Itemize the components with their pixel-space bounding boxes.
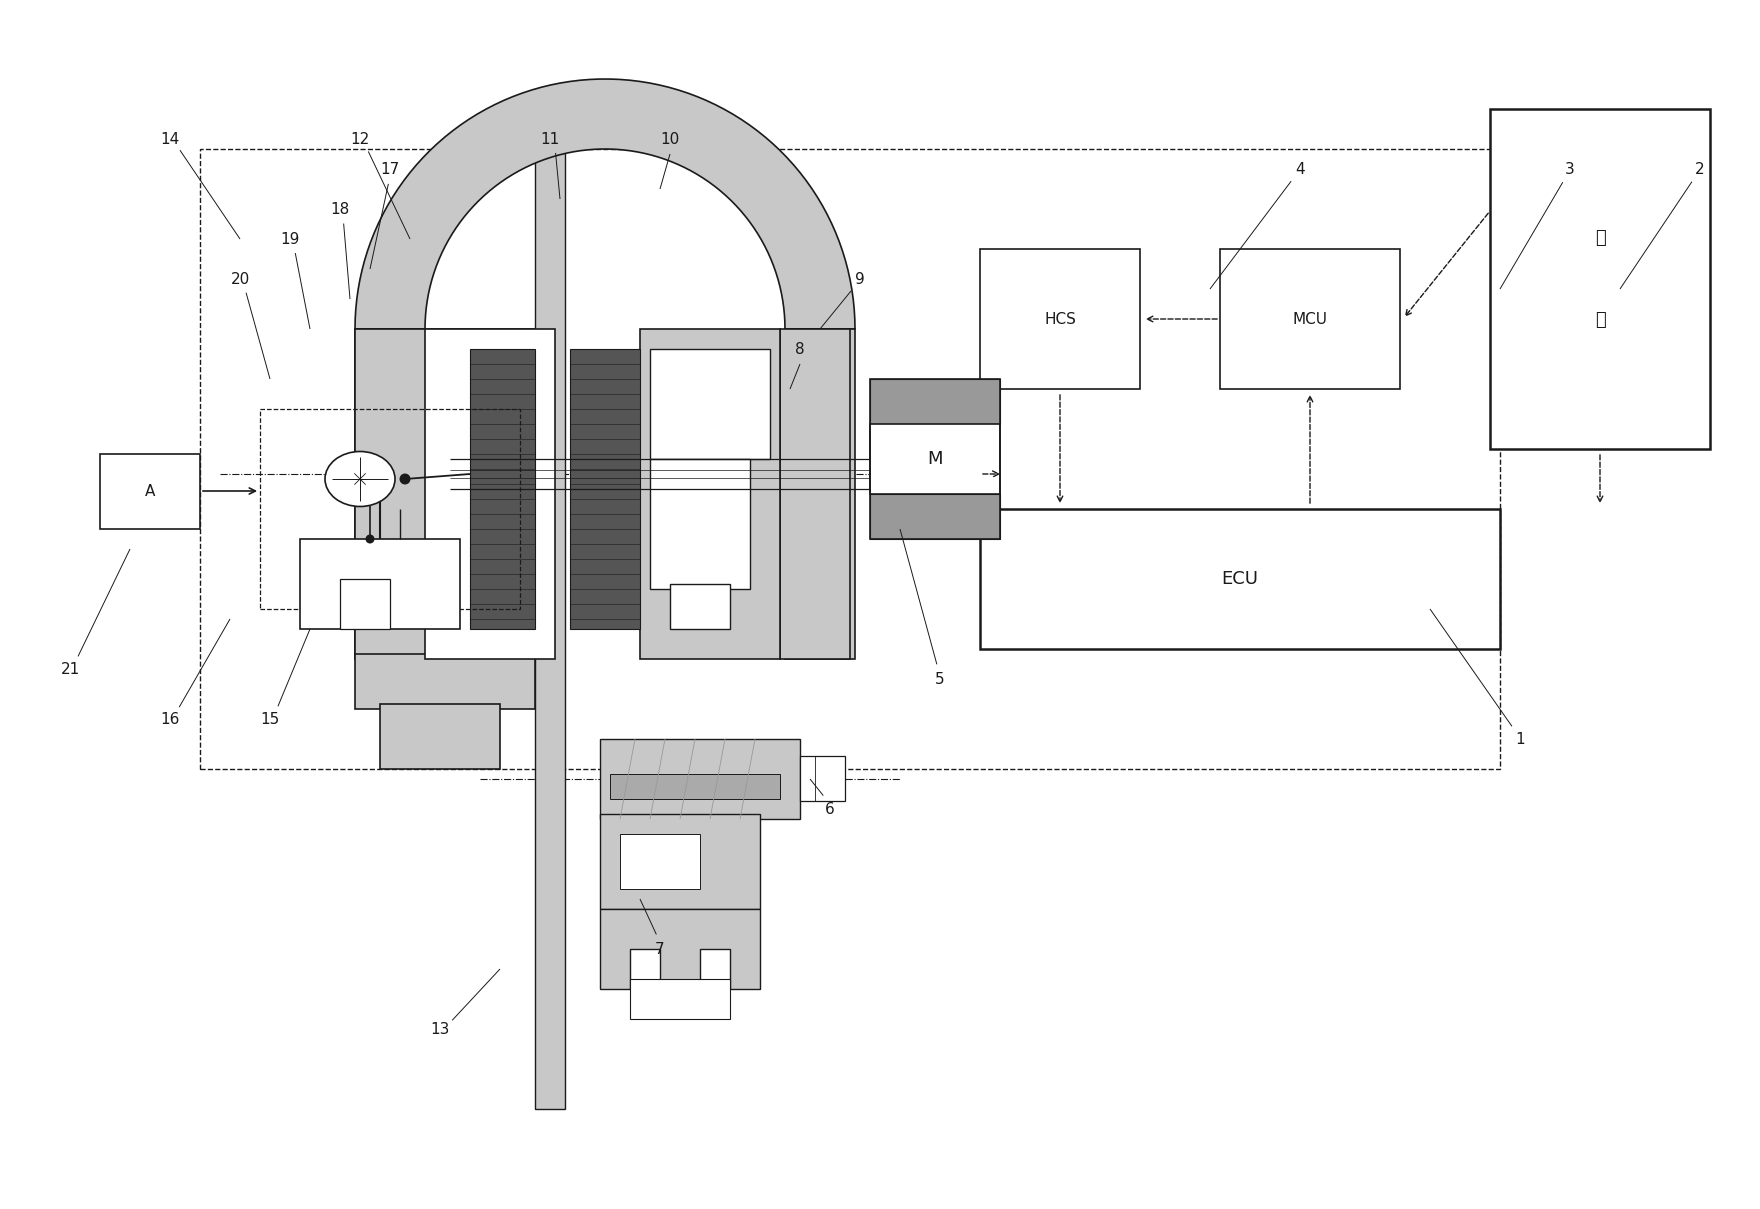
Text: 15: 15 — [260, 712, 280, 727]
Text: 20: 20 — [231, 272, 250, 287]
Bar — [620, 834, 700, 889]
Text: 10: 10 — [660, 132, 679, 146]
Text: 6: 6 — [825, 802, 834, 816]
Bar — [600, 739, 801, 818]
Circle shape — [366, 534, 375, 544]
Bar — [299, 539, 459, 629]
Bar — [535, 109, 565, 1109]
Text: ECU: ECU — [1221, 569, 1258, 588]
Text: 2: 2 — [1695, 162, 1705, 177]
Text: 12: 12 — [350, 132, 370, 146]
Text: 19: 19 — [280, 231, 299, 247]
Bar — [356, 329, 535, 659]
Text: 4: 4 — [1295, 162, 1304, 177]
Ellipse shape — [326, 451, 394, 507]
Bar — [671, 584, 730, 629]
Text: 18: 18 — [331, 202, 350, 216]
Bar — [380, 704, 500, 769]
Text: 7: 7 — [655, 942, 665, 956]
Polygon shape — [600, 909, 760, 989]
Bar — [470, 349, 535, 629]
Bar — [869, 494, 1000, 539]
Bar — [649, 349, 771, 459]
Text: 11: 11 — [540, 132, 560, 146]
Bar — [424, 329, 554, 659]
Text: MCU: MCU — [1292, 312, 1327, 326]
Bar — [980, 509, 1500, 649]
Bar — [649, 459, 750, 589]
Text: 16: 16 — [160, 712, 180, 727]
Bar — [100, 455, 201, 530]
Text: 17: 17 — [380, 162, 400, 177]
Bar — [980, 249, 1140, 389]
Circle shape — [400, 474, 410, 485]
Text: 1: 1 — [1515, 731, 1524, 746]
Bar — [1220, 249, 1399, 389]
Text: A: A — [144, 484, 155, 498]
Text: HCS: HCS — [1044, 312, 1075, 326]
Bar — [260, 409, 519, 609]
Text: M: M — [928, 450, 943, 468]
Bar — [600, 814, 760, 909]
Bar — [630, 979, 730, 1019]
Text: 池: 池 — [1595, 311, 1605, 329]
Text: 3: 3 — [1565, 162, 1575, 177]
Bar — [356, 654, 535, 708]
Text: 电: 电 — [1595, 230, 1605, 247]
Text: 13: 13 — [429, 1022, 451, 1036]
Bar — [340, 579, 391, 629]
Bar — [869, 424, 1000, 494]
Bar — [356, 329, 424, 659]
Bar — [611, 774, 780, 799]
Text: 5: 5 — [935, 671, 945, 687]
Text: 21: 21 — [60, 661, 79, 677]
Bar — [201, 149, 1500, 769]
Bar — [785, 329, 855, 659]
Bar — [801, 756, 845, 802]
Polygon shape — [356, 79, 855, 329]
Bar — [780, 329, 850, 659]
Text: 8: 8 — [796, 341, 804, 357]
Bar — [641, 329, 780, 659]
Text: 14: 14 — [160, 132, 180, 146]
Bar — [869, 378, 1000, 539]
Text: 9: 9 — [855, 272, 864, 287]
Bar — [1491, 109, 1711, 449]
Bar — [869, 378, 1000, 424]
Bar — [570, 349, 641, 629]
